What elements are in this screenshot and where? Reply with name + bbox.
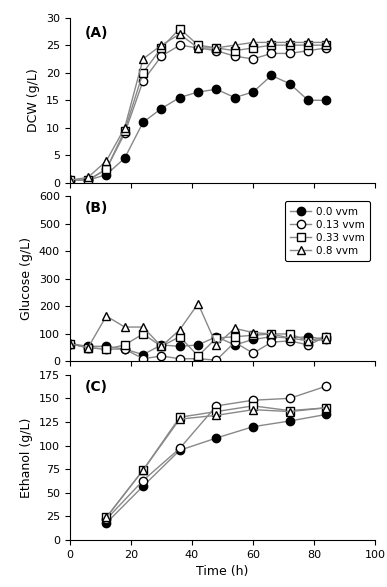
Text: (B): (B) xyxy=(85,201,108,215)
Y-axis label: Ethanol (g/L): Ethanol (g/L) xyxy=(20,417,33,498)
Y-axis label: Glucose (g/L): Glucose (g/L) xyxy=(20,237,33,321)
Y-axis label: DCW (g/L): DCW (g/L) xyxy=(27,69,40,132)
Text: (C): (C) xyxy=(85,380,108,394)
Text: (A): (A) xyxy=(85,26,108,40)
Legend: 0.0 vvm, 0.13 vvm, 0.33 vvm, 0.8 vvm: 0.0 vvm, 0.13 vvm, 0.33 vvm, 0.8 vvm xyxy=(285,201,370,261)
X-axis label: Time (h): Time (h) xyxy=(196,565,249,578)
